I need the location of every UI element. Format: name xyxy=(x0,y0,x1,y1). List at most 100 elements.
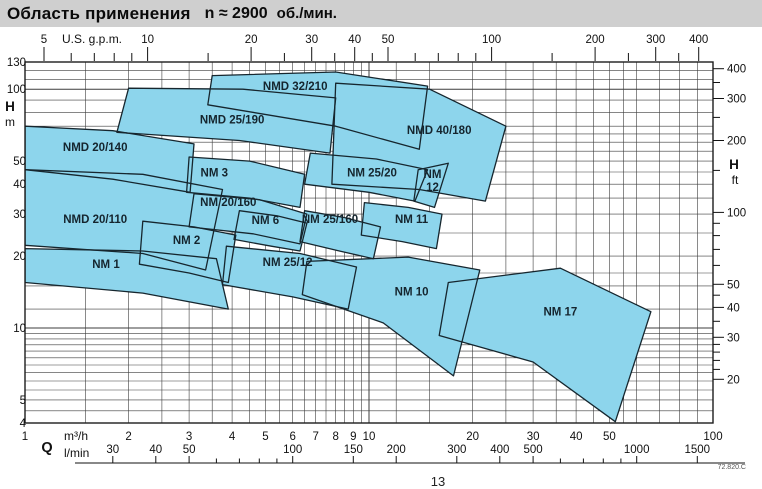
region-label-nm-12: NM 12 xyxy=(424,169,442,194)
tick-label-lmin: 30 xyxy=(106,444,119,456)
tick-label-top: 30 xyxy=(305,34,318,46)
region-label-nm-1: NM 1 xyxy=(92,259,120,271)
region-outline-nm-10 xyxy=(301,256,481,377)
tick-label-top: 100 xyxy=(482,34,501,46)
tick-label-m3h: 3 xyxy=(186,431,192,443)
region-nm-10 xyxy=(302,257,480,376)
region-label-nm-2: NM 2 xyxy=(173,235,200,247)
axis-left-m: 4 5 10 20 30 40 50 100 130 xyxy=(7,57,27,430)
region-outline-nm-6 xyxy=(233,210,308,252)
tick-label-right: 30 xyxy=(727,332,740,344)
page-title: Область применения xyxy=(7,3,191,23)
region-label-nm-11: NM 11 xyxy=(395,214,429,226)
tick-label-lmin: 100 xyxy=(283,444,302,456)
region-label-nm-17: NM 17 xyxy=(543,306,577,318)
tick-label-top: 50 xyxy=(382,34,395,46)
region-outline-nm-11 xyxy=(360,201,443,250)
axis-top-gpm xyxy=(43,47,700,61)
tick-label-top: 20 xyxy=(245,34,258,46)
tick-label-right: 50 xyxy=(727,279,740,291)
document-code: 72.820.C xyxy=(717,464,746,471)
tick-label-m3h: 9 xyxy=(350,431,356,443)
tick-label-left: 50 xyxy=(13,156,26,168)
tick-label-left: 4 xyxy=(20,418,27,430)
axis-unit-m: m xyxy=(5,115,15,129)
tick-label-m3h: 8 xyxy=(332,431,338,443)
tick-label-top: 400 xyxy=(689,34,708,46)
tick-label-right: 40 xyxy=(727,302,740,314)
tick-label-right: 100 xyxy=(727,207,746,219)
tick-label-lmin: 500 xyxy=(524,444,543,456)
region-label-nm-3: NM 3 xyxy=(201,168,228,180)
tick-label-right: 20 xyxy=(727,374,740,386)
region-label-nmd-25-190: NMD 25/190 xyxy=(200,114,265,126)
plot-frame xyxy=(24,61,714,424)
tick-label-m3h: 50 xyxy=(603,431,616,443)
region-outline-nmd-20-110 xyxy=(25,169,224,271)
region-outline-nmd-40-180 xyxy=(331,82,507,202)
tick-label-m3h: 20 xyxy=(466,431,479,443)
tick-label-m3h: 2 xyxy=(125,431,131,443)
region-nm-12 xyxy=(413,163,449,208)
tick-label-lmin: 400 xyxy=(490,444,509,456)
tick-label-top: 40 xyxy=(348,34,361,46)
axis-right-ft xyxy=(713,68,724,380)
tick-label-lmin: 150 xyxy=(344,444,363,456)
tick-label-lmin: 40 xyxy=(149,444,162,456)
region-nm-11 xyxy=(361,202,442,249)
tick-label-lmin: 50 xyxy=(183,444,196,456)
tick-label-lmin: 300 xyxy=(447,444,466,456)
axis-bottom-lmin-labels: 30 40 50 100 150 200 300 400 500 1000 1500 xyxy=(106,444,710,456)
tick-label-left: 5 xyxy=(20,395,26,407)
region-outline-nm-2 xyxy=(138,220,237,284)
region-outline-nm-3 xyxy=(185,156,306,209)
tick-label-left: 10 xyxy=(13,323,26,335)
axis-bottom-m3h-labels: 1 2 3 4 5 6 7 8 9 10 20 30 40 50 100 xyxy=(22,431,723,443)
region-outline-nmd-25-190 xyxy=(116,87,337,154)
tick-label-top: 200 xyxy=(586,34,605,46)
region-label-nm-10: NM 10 xyxy=(395,286,429,298)
region-label-nm-25-12: NM 25/12 xyxy=(263,257,313,269)
axis-unit-gpm: U.S. g.p.m. xyxy=(62,32,122,46)
tick-label-left: 100 xyxy=(7,84,26,96)
region-outline-nm-25-12 xyxy=(221,245,358,310)
region-outline-nm-12 xyxy=(413,162,449,209)
region-label-nm-25-160: NM 25/160 xyxy=(302,214,358,226)
tick-label-m3h: 7 xyxy=(312,431,318,443)
pump-regions-outline xyxy=(25,71,652,423)
tick-label-right: 300 xyxy=(727,94,746,106)
axis-right-ft-labels: 20 30 40 50 100 200 300 400 xyxy=(727,64,746,387)
tick-label-lmin: 1000 xyxy=(624,444,650,456)
tick-label-left: 30 xyxy=(13,209,26,221)
region-label-nmd-40-180: NMD 40/180 xyxy=(407,125,472,137)
tick-label-m3h: 30 xyxy=(527,431,540,443)
tick-label-top: 10 xyxy=(141,34,154,46)
rotation-speed-unit: об./мин. xyxy=(276,5,337,22)
tick-label-right: 200 xyxy=(727,136,746,148)
tick-label-left: 20 xyxy=(13,251,26,263)
tick-label-m3h: 40 xyxy=(570,431,583,443)
tick-label-m3h: 100 xyxy=(703,431,722,443)
tick-label-right: 400 xyxy=(727,64,746,76)
axis-unit-m3h: m³/h xyxy=(64,429,88,443)
region-outline-nm-17 xyxy=(438,267,652,423)
tick-label-left: 130 xyxy=(7,57,26,69)
axis-unit-h-left: H xyxy=(5,99,15,114)
region-nm-25-20 xyxy=(304,153,428,202)
tick-label-top: 300 xyxy=(646,34,665,46)
region-label-nm-20-160: NM 20/160 xyxy=(200,197,256,209)
region-label-nmd-20-140: NMD 20/140 xyxy=(63,142,128,154)
tick-label-left: 40 xyxy=(13,179,26,191)
tick-label-lmin: 200 xyxy=(387,444,406,456)
region-nm-1 xyxy=(25,248,229,310)
tick-label-m3h: 5 xyxy=(262,431,268,443)
region-outline-nmd-32-210 xyxy=(207,71,429,150)
axis-unit-lmin: l/min xyxy=(64,446,89,460)
axis-bottom-lmin xyxy=(75,456,745,464)
axis-top-gpm-labels: 5 10 20 30 40 50 100 200 300 400 xyxy=(41,34,708,46)
page-number: 13 xyxy=(430,474,446,489)
tick-label-lmin: 1500 xyxy=(685,444,711,456)
